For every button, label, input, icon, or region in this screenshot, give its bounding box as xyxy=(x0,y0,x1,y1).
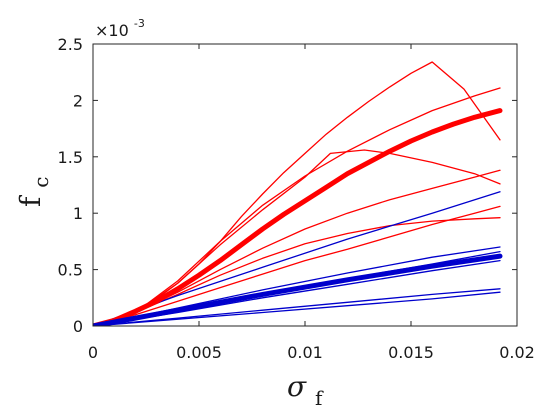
y-axis-label-subscript: c xyxy=(29,177,53,188)
y-tick-label: 1 xyxy=(73,204,83,223)
y-tick-label: 2 xyxy=(73,91,83,110)
y-multiplier-base: ×10 xyxy=(95,21,129,40)
series-line-red-0 xyxy=(93,108,503,326)
x-tick-label: 0.02 xyxy=(499,343,535,362)
series-line-red-2 xyxy=(93,87,501,326)
y-tick-label: 1.5 xyxy=(58,148,83,167)
x-tick-label: 0.015 xyxy=(388,343,434,362)
y-multiplier-exponent: -3 xyxy=(134,17,145,30)
series-line-blue-7 xyxy=(93,191,501,326)
x-axis-label-main: σ xyxy=(287,370,307,403)
x-tick-label: 0 xyxy=(88,343,98,362)
series-line-red-3 xyxy=(93,149,501,326)
y-axis-label: f c xyxy=(14,177,53,207)
y-tick-label: 0 xyxy=(73,317,83,336)
y-axis-label-main: f xyxy=(14,194,47,207)
x-axis-label-subscript: f xyxy=(315,386,324,410)
series-line-blue-12 xyxy=(93,288,501,326)
y-tick-label: 0.5 xyxy=(58,261,83,280)
series-line-blue-10 xyxy=(93,253,503,326)
x-tick-label: 0.005 xyxy=(176,343,222,362)
y-axis-multiplier: ×10 -3 xyxy=(95,17,145,40)
y-tick-label: 2.5 xyxy=(58,35,83,54)
plot-frame xyxy=(92,43,518,327)
x-tick-label: 0.01 xyxy=(287,343,323,362)
x-axis-label: σ f xyxy=(287,370,324,410)
series-line-blue-13 xyxy=(93,291,501,326)
series-line-red-6 xyxy=(93,205,501,326)
